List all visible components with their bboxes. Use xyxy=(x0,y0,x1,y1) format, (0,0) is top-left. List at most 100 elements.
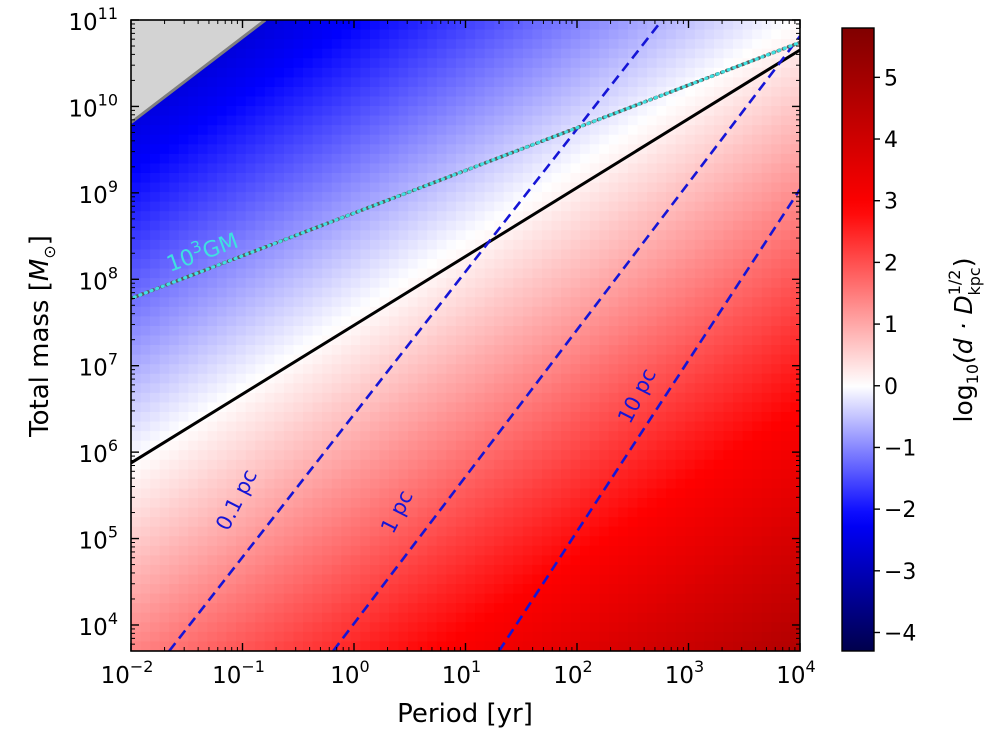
heatmap-cell xyxy=(666,517,677,528)
heatmap-cell xyxy=(723,39,734,50)
heatmap-cell xyxy=(188,153,199,165)
heatmap-cell xyxy=(293,29,304,40)
heatmap-cell xyxy=(704,354,715,365)
heatmap-cell xyxy=(599,172,610,184)
heatmap-cell xyxy=(752,526,763,537)
heatmap-cell xyxy=(408,603,419,614)
heatmap-cell xyxy=(761,287,772,298)
heatmap-cell xyxy=(322,536,333,547)
heatmap-cell xyxy=(322,163,333,174)
heatmap-cell xyxy=(704,421,715,432)
heatmap-cell xyxy=(541,354,553,365)
heatmap-cell xyxy=(513,316,524,327)
heatmap-cell xyxy=(465,278,476,289)
heatmap-cell xyxy=(733,239,744,251)
heatmap-cell xyxy=(427,20,438,31)
heatmap-cell xyxy=(685,153,696,165)
heatmap-cell xyxy=(178,106,189,117)
heatmap-cell xyxy=(475,278,486,289)
heatmap-cell xyxy=(752,603,763,614)
heatmap-cell xyxy=(608,631,620,643)
heatmap-cell xyxy=(322,20,333,31)
heatmap-cell xyxy=(675,411,686,423)
heatmap-cell xyxy=(131,603,142,614)
heatmap-cell xyxy=(427,306,438,317)
heatmap-cell xyxy=(484,593,495,604)
heatmap-cell xyxy=(446,498,457,509)
heatmap-cell xyxy=(226,440,237,451)
heatmap-cell xyxy=(226,507,237,518)
heatmap-cell xyxy=(455,354,467,365)
heatmap-cell xyxy=(742,239,753,251)
heatmap-cell xyxy=(236,364,247,375)
heatmap-cell xyxy=(427,354,438,365)
heatmap-cell xyxy=(169,354,180,365)
heatmap-cell xyxy=(350,593,361,604)
heatmap-cell xyxy=(341,517,352,528)
heatmap-cell xyxy=(398,488,409,499)
heatmap-cell xyxy=(752,536,763,547)
heatmap-cell xyxy=(723,564,734,576)
heatmap-cell xyxy=(236,440,247,451)
heatmap-cell xyxy=(618,507,629,518)
heatmap-cell xyxy=(226,574,237,585)
heatmap-cell xyxy=(532,641,543,651)
heatmap-cell xyxy=(780,622,792,633)
heatmap-cell xyxy=(274,631,285,643)
heatmap-cell xyxy=(197,631,209,643)
heatmap-cell xyxy=(226,622,237,633)
heatmap-cell xyxy=(264,297,275,308)
heatmap-cell xyxy=(551,287,562,298)
heatmap-cell xyxy=(685,29,696,40)
heatmap-cell xyxy=(312,555,323,566)
heatmap-cell xyxy=(742,526,753,537)
heatmap-cell xyxy=(178,306,189,317)
heatmap-cell xyxy=(627,67,639,78)
heatmap-cell xyxy=(752,192,763,203)
heatmap-cell xyxy=(255,603,266,614)
heatmap-cell xyxy=(331,77,342,88)
heatmap-cell xyxy=(360,20,371,31)
heatmap-cell xyxy=(150,182,161,193)
heatmap-cell xyxy=(389,421,400,432)
heatmap-cell xyxy=(742,450,753,461)
heatmap-cell xyxy=(283,144,295,155)
heatmap-cell xyxy=(131,641,142,651)
heatmap-cell xyxy=(733,631,744,643)
heatmap-cell xyxy=(551,555,562,566)
heatmap-cell xyxy=(685,469,696,480)
heatmap-cell xyxy=(255,450,266,461)
heatmap-cell xyxy=(465,622,476,633)
heatmap-cell xyxy=(494,469,505,480)
heatmap-cell xyxy=(360,564,371,576)
heatmap-cell xyxy=(398,220,409,231)
heatmap-cell xyxy=(608,517,620,528)
heatmap-cell xyxy=(790,469,800,480)
heatmap-cell xyxy=(780,220,792,231)
heatmap-cell xyxy=(713,172,725,184)
heatmap-cell xyxy=(723,115,734,126)
heatmap-cell xyxy=(733,593,744,604)
heatmap-cell xyxy=(790,459,800,470)
heatmap-cell xyxy=(761,278,772,289)
heatmap-cell xyxy=(245,612,256,623)
heatmap-cell xyxy=(694,20,706,31)
heatmap-cell xyxy=(322,383,333,394)
heatmap-cell xyxy=(322,115,333,126)
heatmap-cell xyxy=(551,612,562,623)
heatmap-cell xyxy=(283,469,295,480)
heatmap-cell xyxy=(522,364,533,375)
heatmap-cell xyxy=(752,163,763,174)
heatmap-cell xyxy=(159,172,170,184)
heatmap-cell xyxy=(561,517,572,528)
heatmap-cell xyxy=(618,641,629,651)
heatmap-cell xyxy=(522,488,533,499)
heatmap-cell xyxy=(704,192,715,203)
heatmap-cell xyxy=(427,249,438,260)
heatmap-cell xyxy=(742,392,753,404)
heatmap-cell xyxy=(647,230,658,241)
heatmap-cell xyxy=(503,106,514,117)
heatmap-cell xyxy=(264,574,275,585)
heatmap-cell xyxy=(561,134,572,145)
heatmap-cell xyxy=(398,163,409,174)
